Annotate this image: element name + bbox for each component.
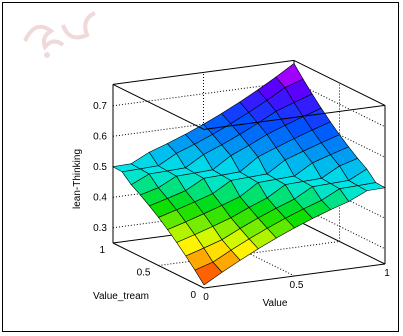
axes-box-front [112, 59, 386, 289]
z-tick-label: 0.3 [93, 223, 107, 234]
grid-line [293, 111, 386, 158]
x-axis-label: Value [263, 298, 288, 309]
box-edge [112, 242, 205, 289]
x-tick-label: 1 [384, 268, 390, 279]
figure-frame: 0.3 0.4 0.5 0.6 0.7 0 0.5 1 0 0.5 1 lean-Thinking … [2, 2, 399, 332]
grid-line [112, 203, 295, 229]
y-axis-label: Value_tream [93, 291, 149, 302]
x-tick-label: 0 [203, 292, 209, 303]
watermark [23, 11, 96, 58]
y-tick-label: 1 [99, 245, 105, 256]
grid-line [158, 241, 340, 266]
z-tick-label: 0.5 [93, 162, 107, 173]
z-axis-label: lean-Thinking [72, 149, 83, 209]
grid-line [293, 172, 386, 219]
y-tick-label: 0.5 [137, 268, 151, 279]
z-tick-label: 0.6 [93, 131, 107, 142]
box-edge [293, 59, 386, 106]
box-edge [112, 83, 205, 130]
surface-mesh [112, 63, 386, 286]
grid-line [112, 111, 295, 137]
box-edge [203, 263, 386, 289]
y-tick-label: 0 [190, 290, 196, 301]
grid-line [293, 203, 386, 250]
z-tick-label: 0.7 [93, 101, 107, 112]
z-tick-label: 0.4 [93, 192, 107, 203]
grid-line [293, 81, 386, 128]
box-edge [112, 59, 295, 85]
box-edge [203, 104, 386, 130]
x-tick-label: 0.5 [290, 280, 304, 291]
tick-labels: 0.3 0.4 0.5 0.6 0.7 0 0.5 1 0 0.5 1 [93, 101, 390, 303]
grid-line [112, 81, 295, 107]
surface-cell [356, 182, 386, 192]
